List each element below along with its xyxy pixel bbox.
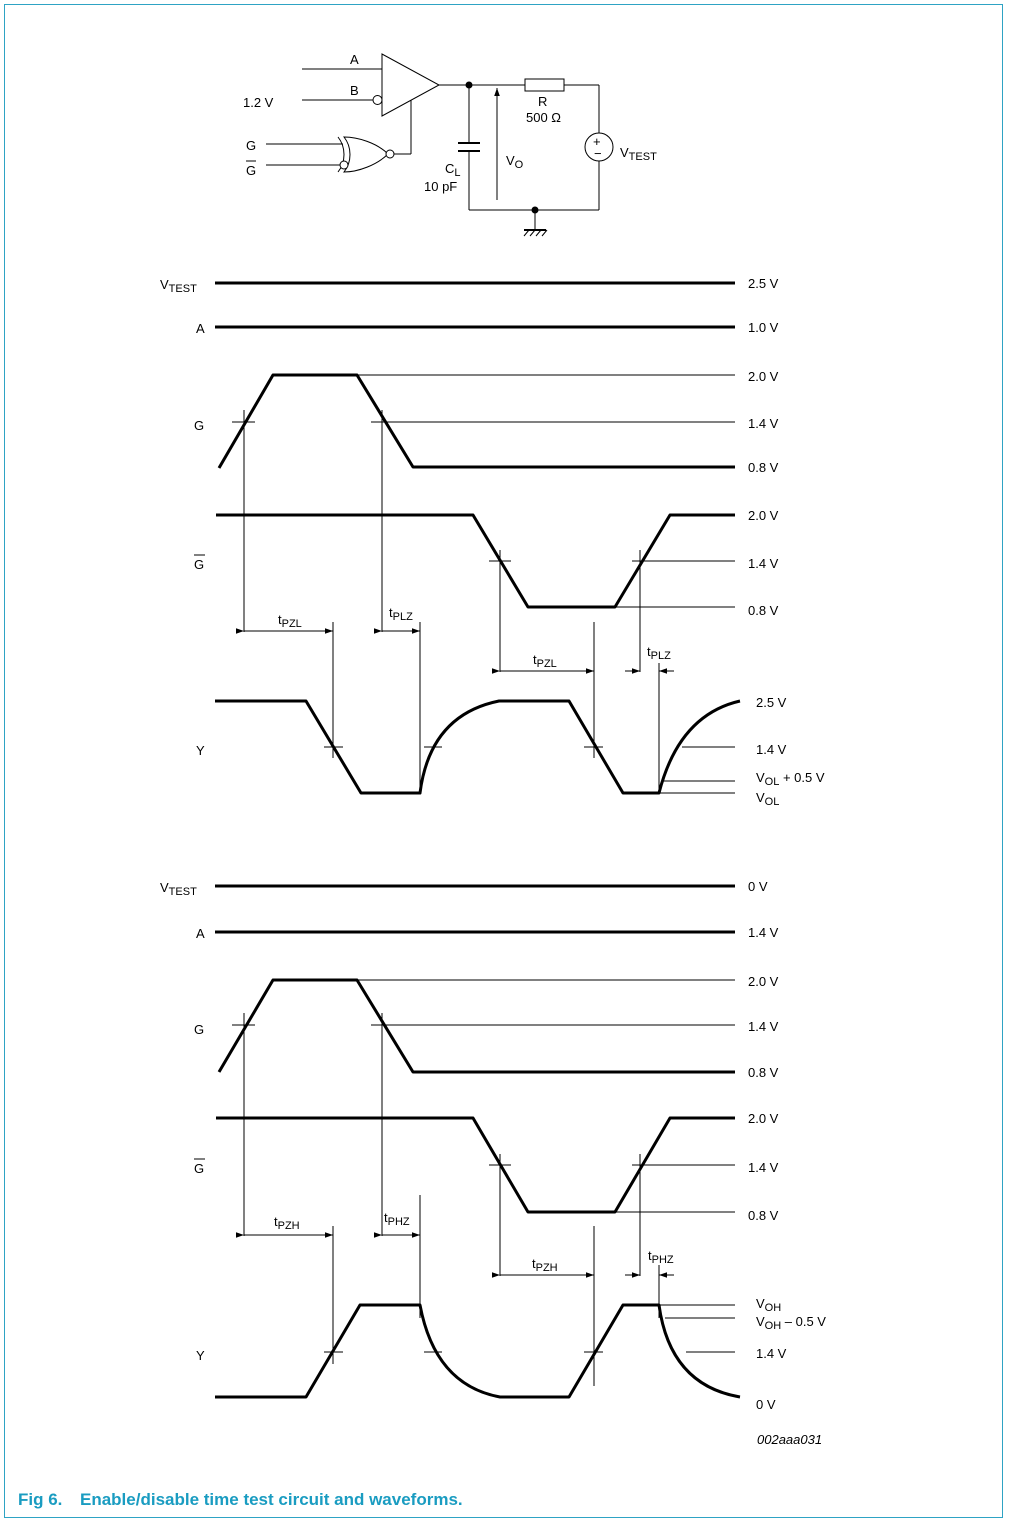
label-tpzh-2: tPZH (532, 1256, 558, 1274)
level-g-mid-1: 1.4 V (748, 416, 779, 431)
level-y-voh05-2: VOH – 0.5 V (756, 1314, 826, 1332)
label-vtest-1: VTEST (160, 277, 197, 295)
level-g-mid-2: 1.4 V (748, 1019, 779, 1034)
label-source-minus: − (594, 146, 602, 161)
label-vo: VO (506, 153, 524, 171)
label-resistor: R (538, 94, 547, 109)
b-inversion-bubble (372, 95, 383, 105)
level-vtest-1: 2.5 V (748, 276, 779, 291)
figure-caption-text: Enable/disable time test circuit and wav… (80, 1490, 463, 1509)
label-a-1: A (196, 321, 205, 336)
label-input-b: B (350, 83, 359, 98)
resistor-symbol (524, 78, 565, 92)
label-tpzh-1: tPZH (274, 1214, 300, 1232)
label-tphz-1: tPHZ (384, 1210, 410, 1228)
label-tpzl-1: tPZL (278, 612, 302, 630)
level-vtest-2: 0 V (748, 879, 768, 894)
label-gbar-1: G (194, 557, 204, 572)
level-g-high-1: 2.0 V (748, 369, 779, 384)
label-a-2: A (196, 926, 205, 941)
label-capacitor-value: 10 pF (424, 179, 457, 194)
level-a-1: 1.0 V (748, 320, 779, 335)
level-y-mid-1: 1.4 V (756, 742, 787, 757)
level-g-high-2: 2.0 V (748, 974, 779, 989)
level-gbar-mid-1: 1.4 V (748, 556, 779, 571)
level-gbar-mid-2: 1.4 V (748, 1160, 779, 1175)
gbar-inversion-bubble (339, 160, 349, 170)
figure-number: Fig 6. (18, 1490, 63, 1509)
label-vtest: VTEST (620, 145, 657, 163)
label-g-2: G (194, 1022, 204, 1037)
figure-frame (4, 4, 1003, 1518)
label-input-gbar: G (246, 163, 256, 178)
level-g-low-2: 0.8 V (748, 1065, 779, 1080)
level-y-mid-2: 1.4 V (756, 1346, 787, 1361)
label-capacitor: CL (445, 161, 461, 179)
level-y-vol05-1: VOL + 0.5 V (756, 770, 825, 788)
label-gbar-2: G (194, 1161, 204, 1176)
level-a-2: 1.4 V (748, 925, 779, 940)
waveform-gbar-2 (216, 1116, 735, 1214)
figure-caption: Fig 6. Enable/disable time test circuit a… (18, 1490, 463, 1510)
label-resistor-value: 500 Ω (526, 110, 561, 125)
test-circuit (266, 53, 614, 237)
level-gbar-low-2: 0.8 V (748, 1208, 779, 1223)
waveform-gbar (216, 513, 735, 609)
level-y-vol-1: VOL (756, 790, 779, 808)
waveform-g-2 (217, 978, 735, 1074)
figure-id: 002aaa031 (757, 1432, 822, 1447)
level-y-low-2: 0 V (756, 1397, 776, 1412)
level-gbar-low-1: 0.8 V (748, 603, 779, 618)
level-gbar-high-1: 2.0 V (748, 508, 779, 523)
low-state-waveforms: VTEST A G G Y 2.5 V 1.0 V 2.0 V 1.4 V 0.… (160, 276, 825, 808)
level-y-voh-2: VOH (756, 1296, 781, 1314)
level-y-high-1: 2.5 V (756, 695, 787, 710)
label-tplz-2: tPLZ (647, 644, 671, 662)
label-tplz-1: tPLZ (389, 605, 413, 623)
label-tphz-2: tPHZ (648, 1248, 674, 1266)
label-input-a: A (350, 52, 359, 67)
waveform-y (215, 699, 741, 795)
label-source-plus: + (593, 134, 601, 149)
label-vtest-2: VTEST (160, 880, 197, 898)
high-state-waveforms: VTEST A G G Y 0 V 1.4 V 2.0 V 1.4 V 0.8 … (160, 879, 826, 1412)
label-y-1: Y (196, 743, 205, 758)
level-gbar-high-2: 2.0 V (748, 1111, 779, 1126)
or-output-bubble (385, 149, 395, 159)
label-input-g: G (246, 138, 256, 153)
label-g-1: G (194, 418, 204, 433)
level-g-low-1: 0.8 V (748, 460, 779, 475)
waveform-y-2 (215, 1303, 741, 1399)
or-gate-symbol (342, 136, 389, 173)
circuit-labels: A B 1.2 V G G R 500 Ω + − VTEST CL 10 pF… (243, 52, 657, 194)
label-b-voltage: 1.2 V (243, 95, 274, 110)
label-y-2: Y (196, 1348, 205, 1363)
label-tpzl-2: tPZL (533, 652, 557, 670)
